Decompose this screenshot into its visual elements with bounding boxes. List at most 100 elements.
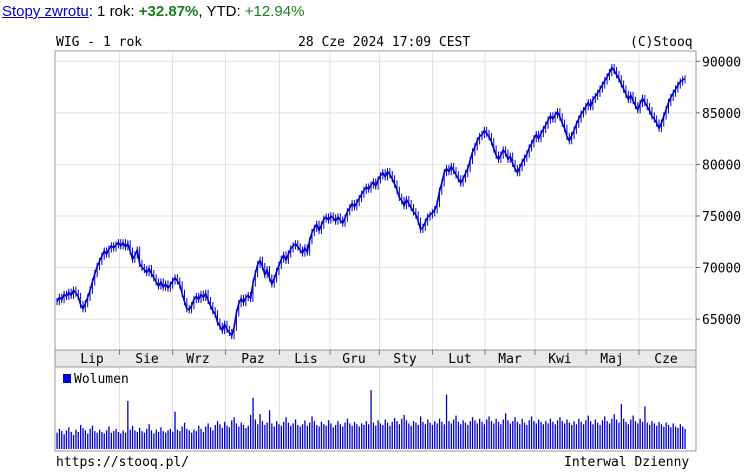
volume-bar	[665, 422, 667, 449]
volume-bar	[320, 421, 323, 449]
volume-bar	[523, 422, 526, 449]
volume-bar	[649, 424, 651, 449]
volume-bar	[309, 422, 311, 449]
month-label: Cze	[654, 352, 678, 367]
volume-bar	[212, 430, 214, 449]
month-label: Paz	[241, 352, 264, 367]
volume-bar	[573, 421, 575, 449]
volume-bar	[82, 428, 84, 449]
volume-bar	[94, 431, 96, 449]
volume-bar	[382, 424, 384, 449]
volume-bar	[368, 424, 370, 449]
volume-bar	[599, 424, 601, 449]
volume-bar	[386, 422, 389, 449]
volume-bar	[597, 422, 599, 449]
volume-bar	[471, 417, 474, 449]
period-return-value: +32.87%	[138, 3, 199, 20]
volume-bar	[247, 425, 249, 449]
volume-bar	[131, 425, 134, 449]
volume-bar	[219, 424, 221, 449]
period-label: : 1 rok:	[88, 3, 135, 20]
volume-bar	[384, 419, 386, 449]
volume-bar	[613, 414, 615, 449]
volume-bar	[670, 427, 672, 449]
volume-bar	[72, 435, 75, 449]
volume-bar	[559, 417, 561, 449]
volume-bar	[417, 424, 419, 449]
volume-bar	[405, 420, 408, 449]
volume-bar	[578, 418, 580, 449]
month-label: Sty	[393, 352, 417, 367]
volume-bar	[457, 421, 460, 449]
volume-bar	[436, 423, 438, 449]
volume-bar	[254, 419, 256, 449]
volume-bar	[87, 433, 89, 449]
volume-bar	[479, 418, 481, 449]
volume-bar	[193, 429, 195, 449]
volume-bar	[292, 423, 294, 449]
volume-bar	[682, 426, 684, 449]
volume-bar	[235, 423, 238, 449]
volume-bar	[408, 423, 410, 449]
volume-bar	[226, 425, 228, 449]
volume-bar	[268, 410, 271, 449]
volume-bar	[627, 424, 629, 449]
volume-bar	[641, 421, 644, 449]
price-series-group	[56, 63, 686, 340]
volume-bar	[68, 427, 70, 449]
volume-bar	[342, 426, 344, 449]
month-label: Lip	[80, 352, 104, 367]
volume-legend-label: Wolumen	[74, 372, 129, 387]
volume-bar	[427, 419, 429, 449]
volume-bar	[231, 420, 233, 449]
volume-bar	[332, 427, 334, 449]
volume-bar	[306, 425, 308, 449]
month-label: Lis	[294, 352, 317, 367]
volume-bar	[188, 430, 190, 449]
volume-bar	[431, 424, 434, 449]
volume-bar	[141, 431, 143, 449]
volume-bar	[58, 428, 61, 449]
volume-bar	[401, 418, 403, 449]
volume-bar	[266, 422, 268, 449]
volume-bar	[379, 423, 382, 449]
volume-bar	[56, 432, 58, 449]
volume-bar	[500, 424, 502, 449]
volume-bar	[398, 424, 400, 449]
volume-bar	[198, 425, 200, 449]
volume-bar	[637, 423, 639, 449]
volume-bar	[592, 424, 594, 449]
volume-bar	[422, 421, 424, 449]
volume-bar	[521, 418, 523, 449]
volume-bar	[202, 431, 205, 449]
volume-bar	[143, 432, 146, 449]
volume-bar	[181, 426, 183, 449]
footer-url[interactable]: https://stooq.pl/	[56, 455, 189, 470]
volume-bar	[590, 421, 592, 449]
volume-bar	[148, 424, 150, 449]
volume-bar	[115, 428, 117, 449]
volume-bar	[533, 421, 535, 449]
volume-bar	[646, 422, 648, 449]
volume-bar	[259, 414, 261, 449]
volume-bar	[153, 433, 155, 449]
y-tick-label: 75000	[702, 210, 741, 225]
returns-link[interactable]: Stopy zwrotu	[2, 3, 89, 20]
volume-bar	[545, 421, 547, 449]
volume-bar	[221, 428, 223, 449]
volume-bar	[344, 422, 346, 449]
volume-bar	[493, 423, 495, 449]
ytd-label: , YTD:	[198, 3, 241, 20]
volume-bar	[377, 420, 379, 449]
volume-bar	[509, 423, 511, 449]
volume-bar	[176, 429, 179, 449]
volume-bar	[339, 424, 341, 449]
volume-bar	[495, 418, 497, 449]
volume-bar	[464, 422, 467, 449]
volume-bar	[604, 416, 606, 449]
volume-bar	[658, 421, 660, 449]
volume-bar	[216, 421, 219, 449]
volume-bar	[538, 419, 540, 449]
volume-bar	[582, 424, 585, 449]
volume-bar	[70, 431, 72, 449]
